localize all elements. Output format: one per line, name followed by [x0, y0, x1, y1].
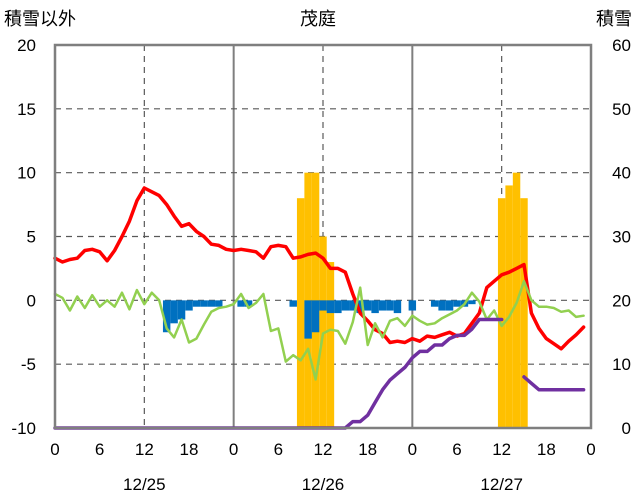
negative-bar-0-27: [445, 300, 454, 311]
negative-bar-0-22: [386, 300, 394, 311]
x-tick-label-9: 6: [452, 440, 461, 459]
negative-bar-0-8: [237, 300, 245, 307]
negative-bar-0-6: [207, 300, 216, 307]
snow-depth-bar-0-0: [296, 198, 305, 428]
x-tick-label-8: 0: [408, 440, 417, 459]
negative-bar-0-26: [438, 300, 446, 311]
x-tick-label-7: 18: [358, 440, 377, 459]
negative-bar-0-23: [393, 300, 402, 314]
x-tick-label-1: 6: [95, 440, 104, 459]
x-tick-label-3: 18: [180, 440, 199, 459]
negative-bar-0-21: [378, 300, 387, 311]
negative-bar-0-19: [363, 300, 372, 311]
left-tick-label-1: -5: [21, 355, 36, 374]
left-tick-label-6: 20: [17, 36, 36, 55]
negative-bar-0-18: [356, 300, 364, 314]
snow-depth-bar-0-6: [505, 185, 513, 428]
negative-bar-0-15: [334, 300, 342, 314]
day-label-0: 12/25: [123, 475, 166, 494]
negative-bar-0-5: [200, 300, 208, 307]
x-tick-label-12: 0: [586, 440, 595, 459]
negative-bar-0-2: [177, 300, 186, 320]
negative-bar-0-4: [192, 300, 201, 307]
series-line-3: [522, 375, 586, 392]
series-line-1: [53, 279, 585, 381]
negative-bar-0-7: [215, 300, 223, 307]
day-label-1: 12/26: [302, 475, 345, 494]
negative-bar-0-14: [326, 300, 335, 314]
negative-bar-0-28: [453, 300, 461, 307]
left-tick-label-5: 15: [17, 100, 36, 119]
day-label-2: 12/27: [480, 475, 523, 494]
negative-bar-0-1: [170, 300, 178, 324]
snow-depth-bar-0-4: [326, 262, 335, 428]
left-tick-label-0: -10: [11, 419, 36, 438]
negative-bar-0-12: [311, 300, 320, 333]
x-tick-label-6: 12: [314, 440, 333, 459]
plot-frame: [53, 43, 593, 430]
right-tick-label-4: 40: [612, 164, 631, 183]
x-tick-label-10: 12: [492, 440, 511, 459]
negative-bar-0-11: [304, 300, 312, 339]
snow-depth-bar-0-8: [520, 198, 528, 428]
negative-bar-0-13: [319, 300, 327, 311]
negative-bar-0-0: [162, 300, 171, 333]
x-tick-label-4: 0: [229, 440, 238, 459]
left-axis-label: 積雪以外: [4, 9, 76, 30]
left-tick-label-4: 10: [17, 164, 36, 183]
negative-bar-0-30: [468, 300, 476, 305]
x-tick-label-11: 18: [537, 440, 556, 459]
snow-depth-bar-0-5: [497, 198, 506, 428]
left-tick-label-3: 5: [27, 228, 36, 247]
negative-bar-0-20: [371, 300, 379, 314]
left-tick-label-2: 0: [27, 291, 36, 310]
negative-bar-0-17: [349, 300, 357, 311]
right-tick-label-5: 50: [612, 100, 631, 119]
negative-bar-0-10: [289, 300, 297, 307]
right-tick-label-0: 0: [622, 419, 631, 438]
right-tick-label-2: 20: [612, 291, 631, 310]
negative-bar-0-16: [341, 300, 350, 311]
right-tick-label-1: 10: [612, 355, 631, 374]
chart-title: 茂庭: [300, 9, 336, 30]
negative-bar-0-9: [244, 300, 253, 307]
right-tick-label-6: 60: [612, 36, 631, 55]
right-axis-label: 積雪: [596, 9, 632, 30]
series-line-0: [53, 186, 586, 351]
x-tick-label-0: 0: [50, 440, 59, 459]
negative-bar-0-24: [408, 300, 417, 311]
negative-bar-0-25: [430, 300, 439, 307]
x-tick-label-5: 6: [274, 440, 283, 459]
x-tick-label-2: 12: [135, 440, 154, 459]
negative-bar-0-3: [185, 300, 193, 311]
right-tick-label-3: 30: [612, 228, 631, 247]
